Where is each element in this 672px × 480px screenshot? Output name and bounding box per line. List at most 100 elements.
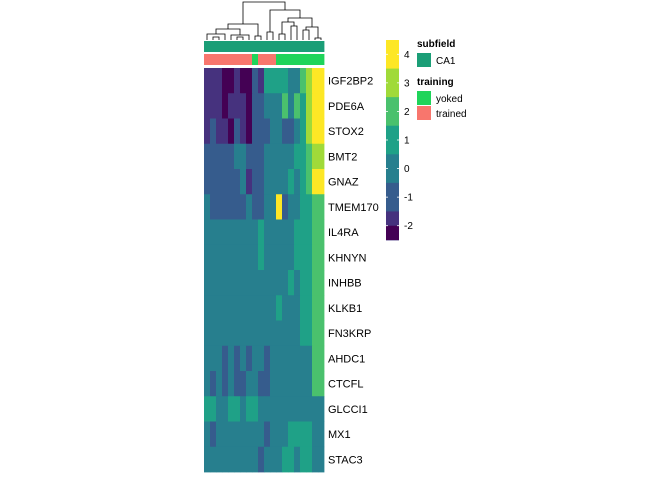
heatmap-cell bbox=[252, 446, 259, 473]
heatmap-cell bbox=[264, 446, 271, 473]
heatmap-cell bbox=[288, 446, 295, 473]
heatmap-cell bbox=[222, 68, 229, 94]
heatmap-cell bbox=[246, 295, 253, 321]
heatmap-cell bbox=[240, 295, 247, 321]
heatmap-cell bbox=[258, 68, 265, 94]
heatmap-cell bbox=[204, 118, 211, 145]
heatmap-cell bbox=[306, 270, 313, 296]
heatmap-cell bbox=[234, 421, 241, 448]
heatmap-cell bbox=[240, 345, 247, 372]
heatmap-cell bbox=[252, 194, 259, 220]
heatmap-cell bbox=[222, 244, 229, 271]
heatmap-cell bbox=[318, 345, 325, 372]
training-legend-title: training bbox=[417, 77, 454, 88]
heatmap-cell bbox=[222, 421, 229, 448]
heatmap-cell bbox=[312, 93, 319, 119]
subfield-annotation-cell bbox=[204, 41, 211, 52]
heatmap-cell bbox=[282, 270, 289, 296]
subfield-annotation-cell bbox=[234, 41, 241, 52]
heatmap-cell bbox=[294, 295, 301, 321]
row-label: STAC3 bbox=[328, 454, 363, 466]
heatmap-cell bbox=[240, 219, 247, 246]
heatmap-cell bbox=[270, 143, 277, 170]
heatmap-cell bbox=[240, 320, 247, 347]
heatmap-cell bbox=[216, 295, 223, 321]
heatmap-cell bbox=[216, 270, 223, 296]
heatmap-cell bbox=[216, 93, 223, 119]
heatmap-cell bbox=[210, 93, 217, 119]
heatmap-cell bbox=[234, 320, 241, 347]
heatmap-cell bbox=[204, 295, 211, 321]
heatmap-cell bbox=[234, 295, 241, 321]
row-label: STOX2 bbox=[328, 126, 364, 138]
colorbar-legend: 4 3 2 1 0 -1 -2 bbox=[386, 40, 413, 241]
heatmap-cell bbox=[264, 68, 271, 94]
heatmap-cell bbox=[264, 320, 271, 347]
heatmap-cell bbox=[246, 371, 253, 397]
heatmap-cell bbox=[246, 68, 253, 94]
heatmap-cell bbox=[264, 194, 271, 220]
heatmap-cell bbox=[300, 270, 307, 296]
heatmap-cell bbox=[288, 244, 295, 271]
heatmap-cell bbox=[318, 118, 325, 145]
heatmap-cell bbox=[240, 68, 247, 94]
heatmap-cell bbox=[264, 219, 271, 246]
heatmap-cell bbox=[222, 169, 229, 195]
heatmap-cell bbox=[300, 143, 307, 170]
heatmap-cell bbox=[288, 169, 295, 195]
heatmap-cell bbox=[294, 68, 301, 94]
heatmap-cell bbox=[210, 421, 217, 448]
dendrogram-branch bbox=[266, 31, 274, 40]
heatmap-cell bbox=[312, 396, 319, 422]
heatmap-cell bbox=[240, 446, 247, 473]
training-annotation-cell bbox=[216, 54, 223, 65]
heatmap-cell bbox=[216, 421, 223, 448]
heatmap-cell bbox=[306, 345, 313, 372]
heatmap-cell bbox=[234, 143, 241, 170]
heatmap-cell bbox=[216, 345, 223, 372]
heatmap-cell bbox=[258, 169, 265, 195]
heatmap-cell bbox=[228, 396, 235, 422]
heatmap-cell bbox=[270, 244, 277, 271]
heatmap-cell bbox=[210, 118, 217, 145]
heatmap-cell bbox=[234, 270, 241, 296]
heatmap-cell bbox=[210, 446, 217, 473]
row-label: FN3KRP bbox=[328, 328, 371, 340]
heatmap-cell bbox=[270, 194, 277, 220]
heatmap-cell bbox=[318, 93, 325, 119]
heatmap-cell bbox=[228, 143, 235, 170]
heatmap-cell bbox=[270, 219, 277, 246]
heatmap-cell bbox=[282, 446, 289, 473]
heatmap-cell bbox=[258, 270, 265, 296]
subfield-annotation-cell bbox=[288, 41, 295, 52]
heatmap-cell bbox=[294, 93, 301, 119]
heatmap-cell bbox=[270, 421, 277, 448]
heatmap-cell bbox=[228, 320, 235, 347]
colorbar-segment bbox=[386, 125, 399, 155]
heatmap-cell bbox=[210, 295, 217, 321]
heatmap-cell bbox=[264, 169, 271, 195]
training-annotation-cell bbox=[234, 54, 241, 65]
heatmap-cell bbox=[318, 320, 325, 347]
heatmap-cell bbox=[210, 320, 217, 347]
colorbar-segment bbox=[386, 68, 399, 98]
heatmap-cell bbox=[258, 93, 265, 119]
heatmap-cell bbox=[300, 68, 307, 94]
training-annotation-cell bbox=[312, 54, 319, 65]
row-label: CTCFL bbox=[328, 379, 363, 391]
heatmap-cell bbox=[264, 345, 271, 372]
heatmap-cells bbox=[204, 68, 325, 473]
heatmap-cell bbox=[228, 446, 235, 473]
training-annotation-cell bbox=[240, 54, 247, 65]
heatmap-cell bbox=[258, 118, 265, 145]
heatmap-cell bbox=[312, 421, 319, 448]
heatmap-cell bbox=[252, 421, 259, 448]
heatmap-cell bbox=[240, 93, 247, 119]
dendrogram-branch bbox=[314, 37, 322, 40]
subfield-annotation-cell bbox=[294, 41, 301, 52]
heatmap-cell bbox=[294, 396, 301, 422]
row-label: GLCCI1 bbox=[328, 404, 368, 416]
heatmap-cell bbox=[276, 371, 283, 397]
colorbar-tick-label: -1 bbox=[404, 193, 413, 204]
subfield-annotation-cell bbox=[258, 41, 265, 52]
